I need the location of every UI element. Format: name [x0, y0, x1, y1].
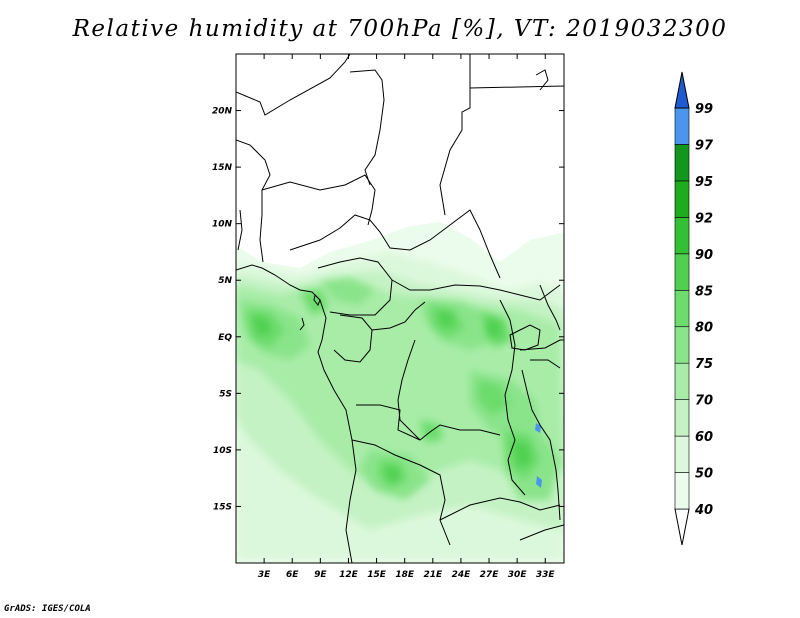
country-boundaries [236, 54, 564, 563]
colorbar-segment [674, 107, 690, 145]
lon-tick-label: 9E [314, 570, 327, 580]
colorbar-segment [674, 362, 690, 400]
colorbar-segment [674, 217, 690, 255]
map-frame [235, 53, 565, 564]
colorbar-below-triangle [674, 508, 690, 546]
lat-tick-label: 15S [213, 502, 232, 512]
humidity-region-97 [535, 423, 542, 488]
colorbar-label: 80 [695, 321, 713, 336]
colorbar-label: 70 [695, 394, 713, 409]
lon-tick-label: 30E [508, 570, 528, 580]
colorbar-segment [674, 435, 690, 473]
lat-tick-label: 20N [212, 107, 233, 117]
lat-tick-label: 15N [212, 163, 233, 173]
lon-tick-label: 18E [395, 570, 415, 580]
colorbar-label: 97 [695, 138, 714, 153]
colorbar-label: 95 [695, 175, 713, 190]
colorbar-above-triangle [674, 71, 690, 109]
colorbar-segment [674, 289, 690, 328]
lat-tick-label: 10N [212, 220, 233, 230]
map-title: Relative humidity at 700hPa [%], VT: 201… [72, 16, 728, 42]
colorbar-segment [674, 472, 690, 510]
colorbar-label: 92 [695, 211, 713, 226]
colorbar-segment [674, 180, 690, 218]
lat-tick-label: 10S [213, 446, 232, 456]
colorbar-label: 60 [695, 430, 713, 445]
lon-tick-label: 6E [286, 570, 299, 580]
grads-credit: GrADS: IGES/COLA [4, 604, 91, 614]
colorbar-label: 40 [694, 503, 713, 518]
latitude-axis: 20N 15N 10N 5N EQ 5S 10S 15S [212, 107, 564, 512]
colorbar-label: 85 [695, 284, 713, 299]
lon-tick-label: 3E [258, 570, 271, 580]
longitude-axis: 3E 6E 9E 12E 15E 18E 21E 24E 27E 30E 33E [258, 54, 556, 580]
humidity-region-75 [240, 278, 560, 500]
lon-tick-label: 12E [339, 570, 359, 580]
lon-tick-label: 27E [480, 570, 500, 580]
colorbar-label: 75 [695, 357, 713, 372]
lat-tick-label: 5S [219, 389, 232, 399]
humidity-region-80 [246, 290, 540, 488]
colorbar-label: 90 [695, 248, 713, 263]
colorbar-segment [674, 253, 690, 291]
colorbar-segment [674, 144, 690, 182]
lon-tick-label: 24E [452, 570, 472, 580]
colorbar-label: 99 [695, 102, 713, 117]
lon-tick-label: 15E [367, 570, 387, 580]
lat-tick-label: EQ [218, 333, 232, 343]
colorbar-segment [674, 326, 690, 364]
lon-tick-label: 21E [423, 570, 443, 580]
colorbar: 40 50 60 70 75 80 85 90 92 95 97 99 [674, 71, 714, 546]
colorbar-segment [674, 399, 690, 437]
lat-tick-label: 5N [218, 276, 232, 286]
lon-tick-label: 33E [536, 570, 556, 580]
colorbar-label: 50 [695, 467, 713, 482]
